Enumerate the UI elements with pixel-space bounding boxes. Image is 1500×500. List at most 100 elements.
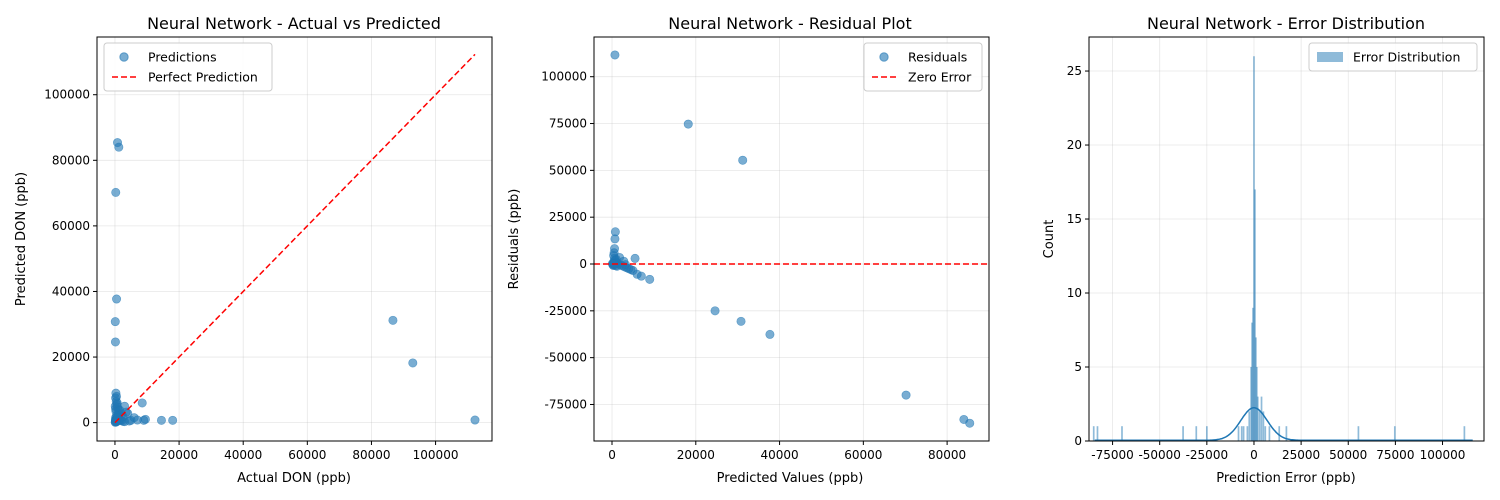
chart-1-point xyxy=(112,398,122,408)
chart-3-histogram-bar xyxy=(1237,426,1240,441)
chart-3-histogram-bar xyxy=(1260,396,1263,441)
chart-2-legend-marker xyxy=(879,52,889,62)
chart-1-y-tick-label: 40000 xyxy=(52,284,90,298)
chart-2-y-tick-label: -25000 xyxy=(544,304,587,318)
chart-1-plot: 0 20000 40000 60000 80000 100000 0 20000 40000 60… xyxy=(44,36,493,462)
chart-3-histogram-bar xyxy=(1252,307,1254,441)
chart-3-histogram-bar xyxy=(1255,367,1258,441)
chart-1-point xyxy=(168,415,178,425)
chart-2-y-tick-label: 0 xyxy=(579,257,587,271)
chart-2-point xyxy=(738,155,748,165)
chart-2-y-tick-label: -75000 xyxy=(544,397,587,411)
chart-3-y-tick-label: 5 xyxy=(1074,360,1082,374)
chart-2-x-tick-label: 20000 xyxy=(677,448,715,462)
chart-1-title: Neural Network - Actual vs Predicted xyxy=(147,14,441,33)
chart-3-x-tick-label: -75000 xyxy=(1091,448,1134,462)
chart-1-point xyxy=(388,315,398,325)
chart-3-x-tick-label: -25000 xyxy=(1186,448,1229,462)
chart-1-legend-box xyxy=(103,42,273,92)
chart-3-histogram-bar xyxy=(1264,426,1267,441)
chart-3-y-tick-label: 10 xyxy=(1067,286,1082,300)
chart-1-y-tick-label: 80000 xyxy=(52,153,90,167)
chart-1-y-tick-label: 20000 xyxy=(52,350,90,364)
chart-1-x-tick-label: 0 xyxy=(111,448,119,462)
chart-2-point xyxy=(965,418,975,428)
chart-1-x-tick-label: 60000 xyxy=(288,448,326,462)
chart-1-x-tick-label: 100000 xyxy=(413,448,459,462)
chart-2-legend: Residuals Zero Error xyxy=(863,42,983,92)
chart-3-y-tick-label: 0 xyxy=(1074,434,1082,448)
chart-3-histogram-bar xyxy=(1250,367,1252,441)
chart-3-legend-marker xyxy=(1317,52,1343,62)
chart-2-point xyxy=(610,50,620,60)
chart-2-legend-label: Zero Error xyxy=(908,70,972,85)
chart-3-x-tick-label: 50000 xyxy=(1329,448,1367,462)
chart-1-point xyxy=(120,401,130,411)
chart-3-x-tick-label: 100000 xyxy=(1420,448,1466,462)
chart-1-point xyxy=(137,398,147,408)
chart-3-histogram-bar xyxy=(1240,426,1243,441)
chart-2-point xyxy=(710,306,720,316)
chart-3-ylabel: Count xyxy=(1042,220,1057,259)
chart-1-x-tick-label: 40000 xyxy=(224,448,262,462)
chart-3-histogram-bar xyxy=(1092,426,1095,441)
chart-1-marks xyxy=(110,53,480,427)
chart-1-legend-marker xyxy=(119,52,129,62)
chart-3-histogram-bar xyxy=(1262,411,1265,441)
chart-3-x-tick-label: 25000 xyxy=(1282,448,1320,462)
chart-2-y-tick-label: -50000 xyxy=(544,351,587,365)
chart-1-point xyxy=(113,138,123,148)
chart-2-title: Neural Network - Residual Plot xyxy=(668,14,911,33)
chart-2-point xyxy=(645,274,655,284)
chart-1-legend: Predictions Perfect Prediction xyxy=(103,42,273,92)
chart-3-y-tick-label: 25 xyxy=(1067,64,1082,78)
chart-2-x-tick-label: 80000 xyxy=(928,448,966,462)
chart-1-y-tick-label: 0 xyxy=(82,416,90,430)
chart-3-y-tick-label: 15 xyxy=(1067,212,1082,226)
chart-2-point xyxy=(683,119,693,129)
chart-2-point xyxy=(736,316,746,326)
chart-2-y-tick-label: 100000 xyxy=(541,70,587,84)
chart-1-point xyxy=(140,414,150,424)
chart-2-point xyxy=(636,271,646,281)
chart-3-histogram-bar xyxy=(1246,426,1249,441)
chart-1-xlabel: Actual DON (ppb) xyxy=(237,471,351,486)
chart-3-histogram-bar xyxy=(1254,189,1256,441)
chart-2-x-tick-label: 0 xyxy=(608,448,616,462)
chart-3-histogram-bar xyxy=(1251,322,1253,441)
chart-2-xlabel: Predicted Values (ppb) xyxy=(717,471,864,486)
chart-2-x-tick-label: 60000 xyxy=(844,448,882,462)
chart-1-legend-label: Perfect Prediction xyxy=(148,70,258,85)
chart-2-y-tick-label: 75000 xyxy=(549,117,587,131)
chart-2-y-tick-label: 25000 xyxy=(549,210,587,224)
chart-1-point xyxy=(408,358,418,368)
chart-3-x-tick-label: -50000 xyxy=(1138,448,1181,462)
chart-2-point xyxy=(901,390,911,400)
chart-3-legend-box xyxy=(1308,42,1478,72)
chart-2-x-tick-label: 40000 xyxy=(760,448,798,462)
chart-1-ylabel: Predicted DON (ppb) xyxy=(14,172,29,306)
chart-3-histogram-bar xyxy=(1258,411,1261,441)
chart-3-marks xyxy=(1092,56,1473,441)
chart-3-x-tick-label: 75000 xyxy=(1376,448,1414,462)
chart-3-histogram-bar xyxy=(1256,396,1259,441)
chart-3-kde-curve xyxy=(1094,406,1473,441)
chart-3-histogram-bar xyxy=(1182,426,1184,441)
chart-3-histogram-bar xyxy=(1285,426,1288,441)
chart-2-point xyxy=(630,253,640,263)
chart-1-perfect-prediction-line xyxy=(114,53,476,424)
chart-3-histogram-bar xyxy=(1268,426,1271,441)
chart-2-y-tick-label: 50000 xyxy=(549,163,587,177)
chart-3: Neural Network - Error Distribution Pred… xyxy=(1042,14,1485,486)
chart-2-marks xyxy=(594,50,989,428)
chart-3-xlabel: Prediction Error (ppb) xyxy=(1216,471,1355,486)
chart-1-y-tick-label: 100000 xyxy=(44,88,90,102)
chart-1-x-tick-label: 80000 xyxy=(352,448,390,462)
chart-3-title: Neural Network - Error Distribution xyxy=(1147,14,1425,33)
chart-3-histogram-bar xyxy=(1278,426,1281,441)
chart-2: Neural Network - Residual Plot Predicted… xyxy=(507,14,990,486)
chart-1-point xyxy=(114,415,124,425)
chart-3-histogram-bar xyxy=(1096,426,1099,441)
chart-2-legend-label: Residuals xyxy=(908,50,967,65)
